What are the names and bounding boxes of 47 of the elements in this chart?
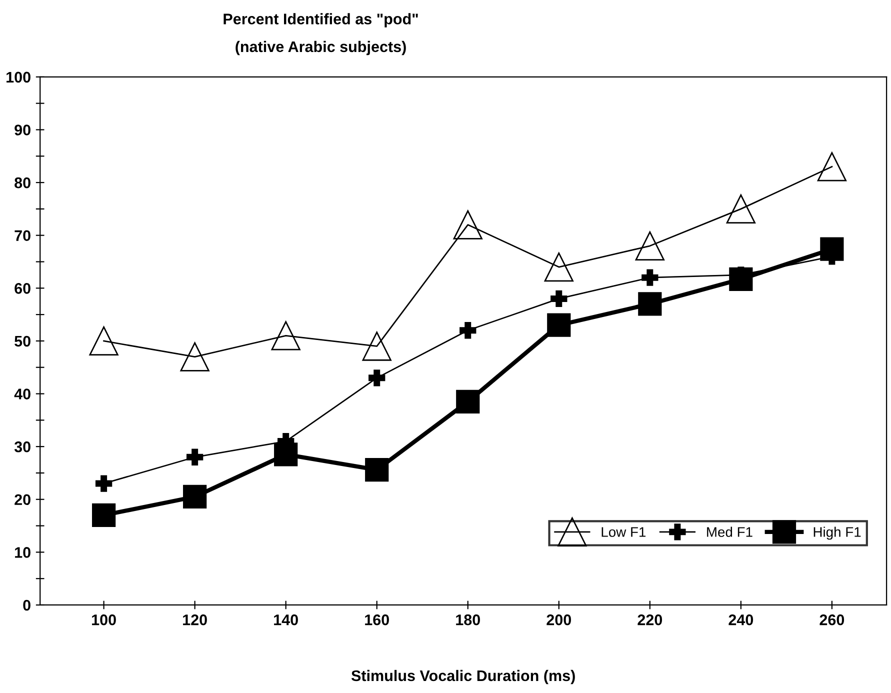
point [365, 458, 389, 482]
y-tick-label: 80 [14, 177, 30, 188]
x-tick-label: 240 [728, 614, 754, 626]
point [635, 231, 664, 260]
y-tick-label: 30 [14, 441, 30, 452]
point [547, 313, 571, 337]
point [362, 332, 392, 361]
point [544, 252, 574, 282]
chart-subtitle: (native Arabic subjects) [236, 40, 406, 56]
legend-label: High F1 [814, 526, 861, 540]
point [180, 342, 210, 372]
legend-label: Low F1 [602, 527, 646, 537]
point [638, 292, 662, 316]
point [92, 503, 116, 528]
x-tick-label: 140 [274, 614, 298, 626]
y-tick-label: 90 [14, 124, 30, 136]
y-tick-label: 0 [23, 600, 30, 611]
y-tick-label: 10 [15, 547, 30, 558]
x-tick-label: 160 [365, 614, 389, 626]
legend-label: Med F1 [707, 526, 752, 537]
x-axis-title: Stimulus Vocalic Duration (ms) [351, 670, 575, 684]
point [89, 326, 118, 356]
point [642, 269, 658, 286]
y-tick-label: 40 [14, 388, 30, 400]
point [95, 475, 112, 492]
x-tick-label: 200 [546, 614, 572, 626]
x-tick-label: 100 [92, 614, 116, 626]
y-tick-label: 50 [14, 336, 30, 347]
x-tick-label: 220 [638, 614, 662, 626]
chart-title: Percent Identified as "pod" [224, 13, 418, 28]
x-tick-label: 260 [820, 614, 844, 626]
point [186, 448, 204, 466]
point [460, 322, 476, 339]
point [550, 290, 568, 308]
point [453, 210, 482, 240]
point [726, 194, 756, 224]
y-tick-label: 100 [6, 72, 30, 83]
point [271, 321, 300, 350]
point [456, 390, 480, 414]
point [368, 370, 386, 386]
y-tick-label: 70 [14, 230, 30, 242]
point [817, 152, 847, 182]
x-tick-label: 180 [456, 614, 480, 626]
y-tick-label: 20 [14, 494, 30, 506]
point [183, 484, 207, 509]
x-tick-label: 120 [183, 614, 207, 626]
y-tick-label: 60 [14, 283, 30, 294]
